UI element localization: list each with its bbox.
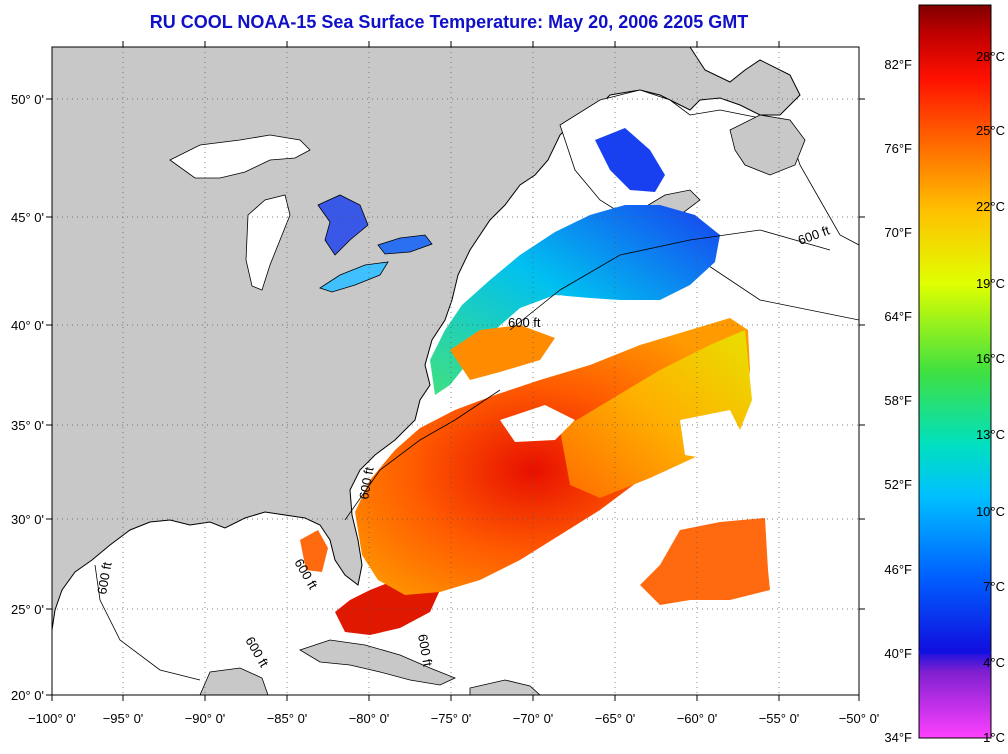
lon-label: −60° 0' — [677, 711, 718, 726]
lat-label: 45° 0' — [11, 210, 44, 225]
celsius-label: 25°C — [976, 123, 1005, 138]
fahrenheit-label: 46°F — [884, 562, 912, 577]
depth-contour-600ft — [94, 229, 831, 681]
celsius-label: 4°C — [983, 655, 1005, 670]
lon-label: −95° 0' — [103, 711, 144, 726]
land-hispaniola — [469, 679, 541, 695]
celsius-label: 28°C — [976, 49, 1005, 64]
lat-label: 25° 0' — [11, 602, 44, 617]
celsius-label: 7°C — [983, 579, 1005, 594]
lon-label: −85° 0' — [267, 711, 308, 726]
cloud-gap-1 — [560, 295, 640, 350]
fahrenheit-label: 82°F — [884, 57, 912, 72]
contour-label-gulf: 600 ft — [94, 561, 114, 596]
sst-gulf-st-lawrence — [595, 128, 665, 192]
lake-huron — [317, 194, 369, 256]
map-frame — [51, 46, 860, 696]
fahrenheit-label: 40°F — [884, 646, 912, 661]
contour-label-midatlantic: 600 ft — [508, 315, 541, 330]
lat-label: 30° 0' — [11, 512, 44, 527]
land-cuba — [299, 639, 457, 686]
fahrenheit-label: 34°F — [884, 730, 912, 745]
fahrenheit-label: 58°F — [884, 393, 912, 408]
fahrenheit-label: 64°F — [884, 309, 912, 324]
celsius-label: 1°C — [983, 730, 1005, 745]
cloud-gap-2 — [500, 405, 575, 442]
lake-erie — [319, 261, 389, 293]
lon-label: −80° 0' — [349, 711, 390, 726]
sst-mid-atlantic — [450, 325, 555, 380]
lat-label: 20° 0' — [11, 688, 44, 703]
colorbar: 82°F 76°F 70°F 64°F 58°F 52°F 46°F 40°F … — [884, 4, 1005, 745]
colorbar-scale — [918, 4, 992, 739]
land-yucatan — [199, 667, 269, 695]
celsius-label: 19°C — [976, 276, 1005, 291]
colorbar-celsius-labels: 28°C 25°C 22°C 19°C 16°C 13°C 10°C 7°C 4… — [976, 49, 1005, 745]
lat-label: 40° 0' — [11, 318, 44, 333]
sst-northeast-shelf — [430, 205, 720, 395]
contour-label-bahamas: 600 ft — [415, 633, 435, 668]
colorbar-fahrenheit-labels: 82°F 76°F 70°F 64°F 58°F 52°F 46°F 40°F … — [884, 57, 912, 745]
sst-southeast-patch — [640, 518, 770, 605]
map-title: RU COOL NOAA-15 Sea Surface Temperature:… — [150, 12, 749, 32]
celsius-label: 16°C — [976, 351, 1005, 366]
axis-ticks — [46, 41, 865, 701]
lon-label: −50° 0' — [839, 711, 880, 726]
lon-label: −70° 0' — [513, 711, 554, 726]
celsius-label: 10°C — [976, 504, 1005, 519]
celsius-label: 22°C — [976, 199, 1005, 214]
lat-label: 50° 0' — [11, 92, 44, 107]
contour-label-georgia: 600 ft — [356, 466, 376, 501]
fahrenheit-label: 70°F — [884, 225, 912, 240]
lon-label: −65° 0' — [595, 711, 636, 726]
colorbar-blue-edge — [919, 651, 991, 654]
lon-label: −90° 0' — [185, 711, 226, 726]
lon-label: −75° 0' — [431, 711, 472, 726]
longitude-labels: −100° 0' −95° 0' −90° 0' −85° 0' −80° 0'… — [28, 711, 879, 726]
land-newfoundland — [729, 114, 806, 176]
fahrenheit-label: 52°F — [884, 477, 912, 492]
latitude-labels: 50° 0' 45° 0' 40° 0' 35° 0' 30° 0' 25° 0… — [11, 92, 44, 703]
lake-michigan — [245, 194, 291, 291]
graticule — [52, 47, 859, 695]
sst-offshore-warm — [560, 330, 752, 498]
celsius-label: 13°C — [976, 427, 1005, 442]
lat-label: 35° 0' — [11, 418, 44, 433]
lake-ontario — [377, 234, 433, 255]
lon-label: −55° 0' — [759, 711, 800, 726]
land-north-america — [52, 47, 801, 631]
map-panel: 600 ft 600 ft 600 ft 600 ft 600 ft 600 f… — [52, 47, 859, 695]
fahrenheit-label: 76°F — [884, 141, 912, 156]
lon-label: −100° 0' — [28, 711, 76, 726]
cloud-gap-3 — [680, 410, 745, 460]
sst-gulf-of-mexico-west — [300, 530, 328, 572]
sst-imagery — [300, 128, 770, 635]
